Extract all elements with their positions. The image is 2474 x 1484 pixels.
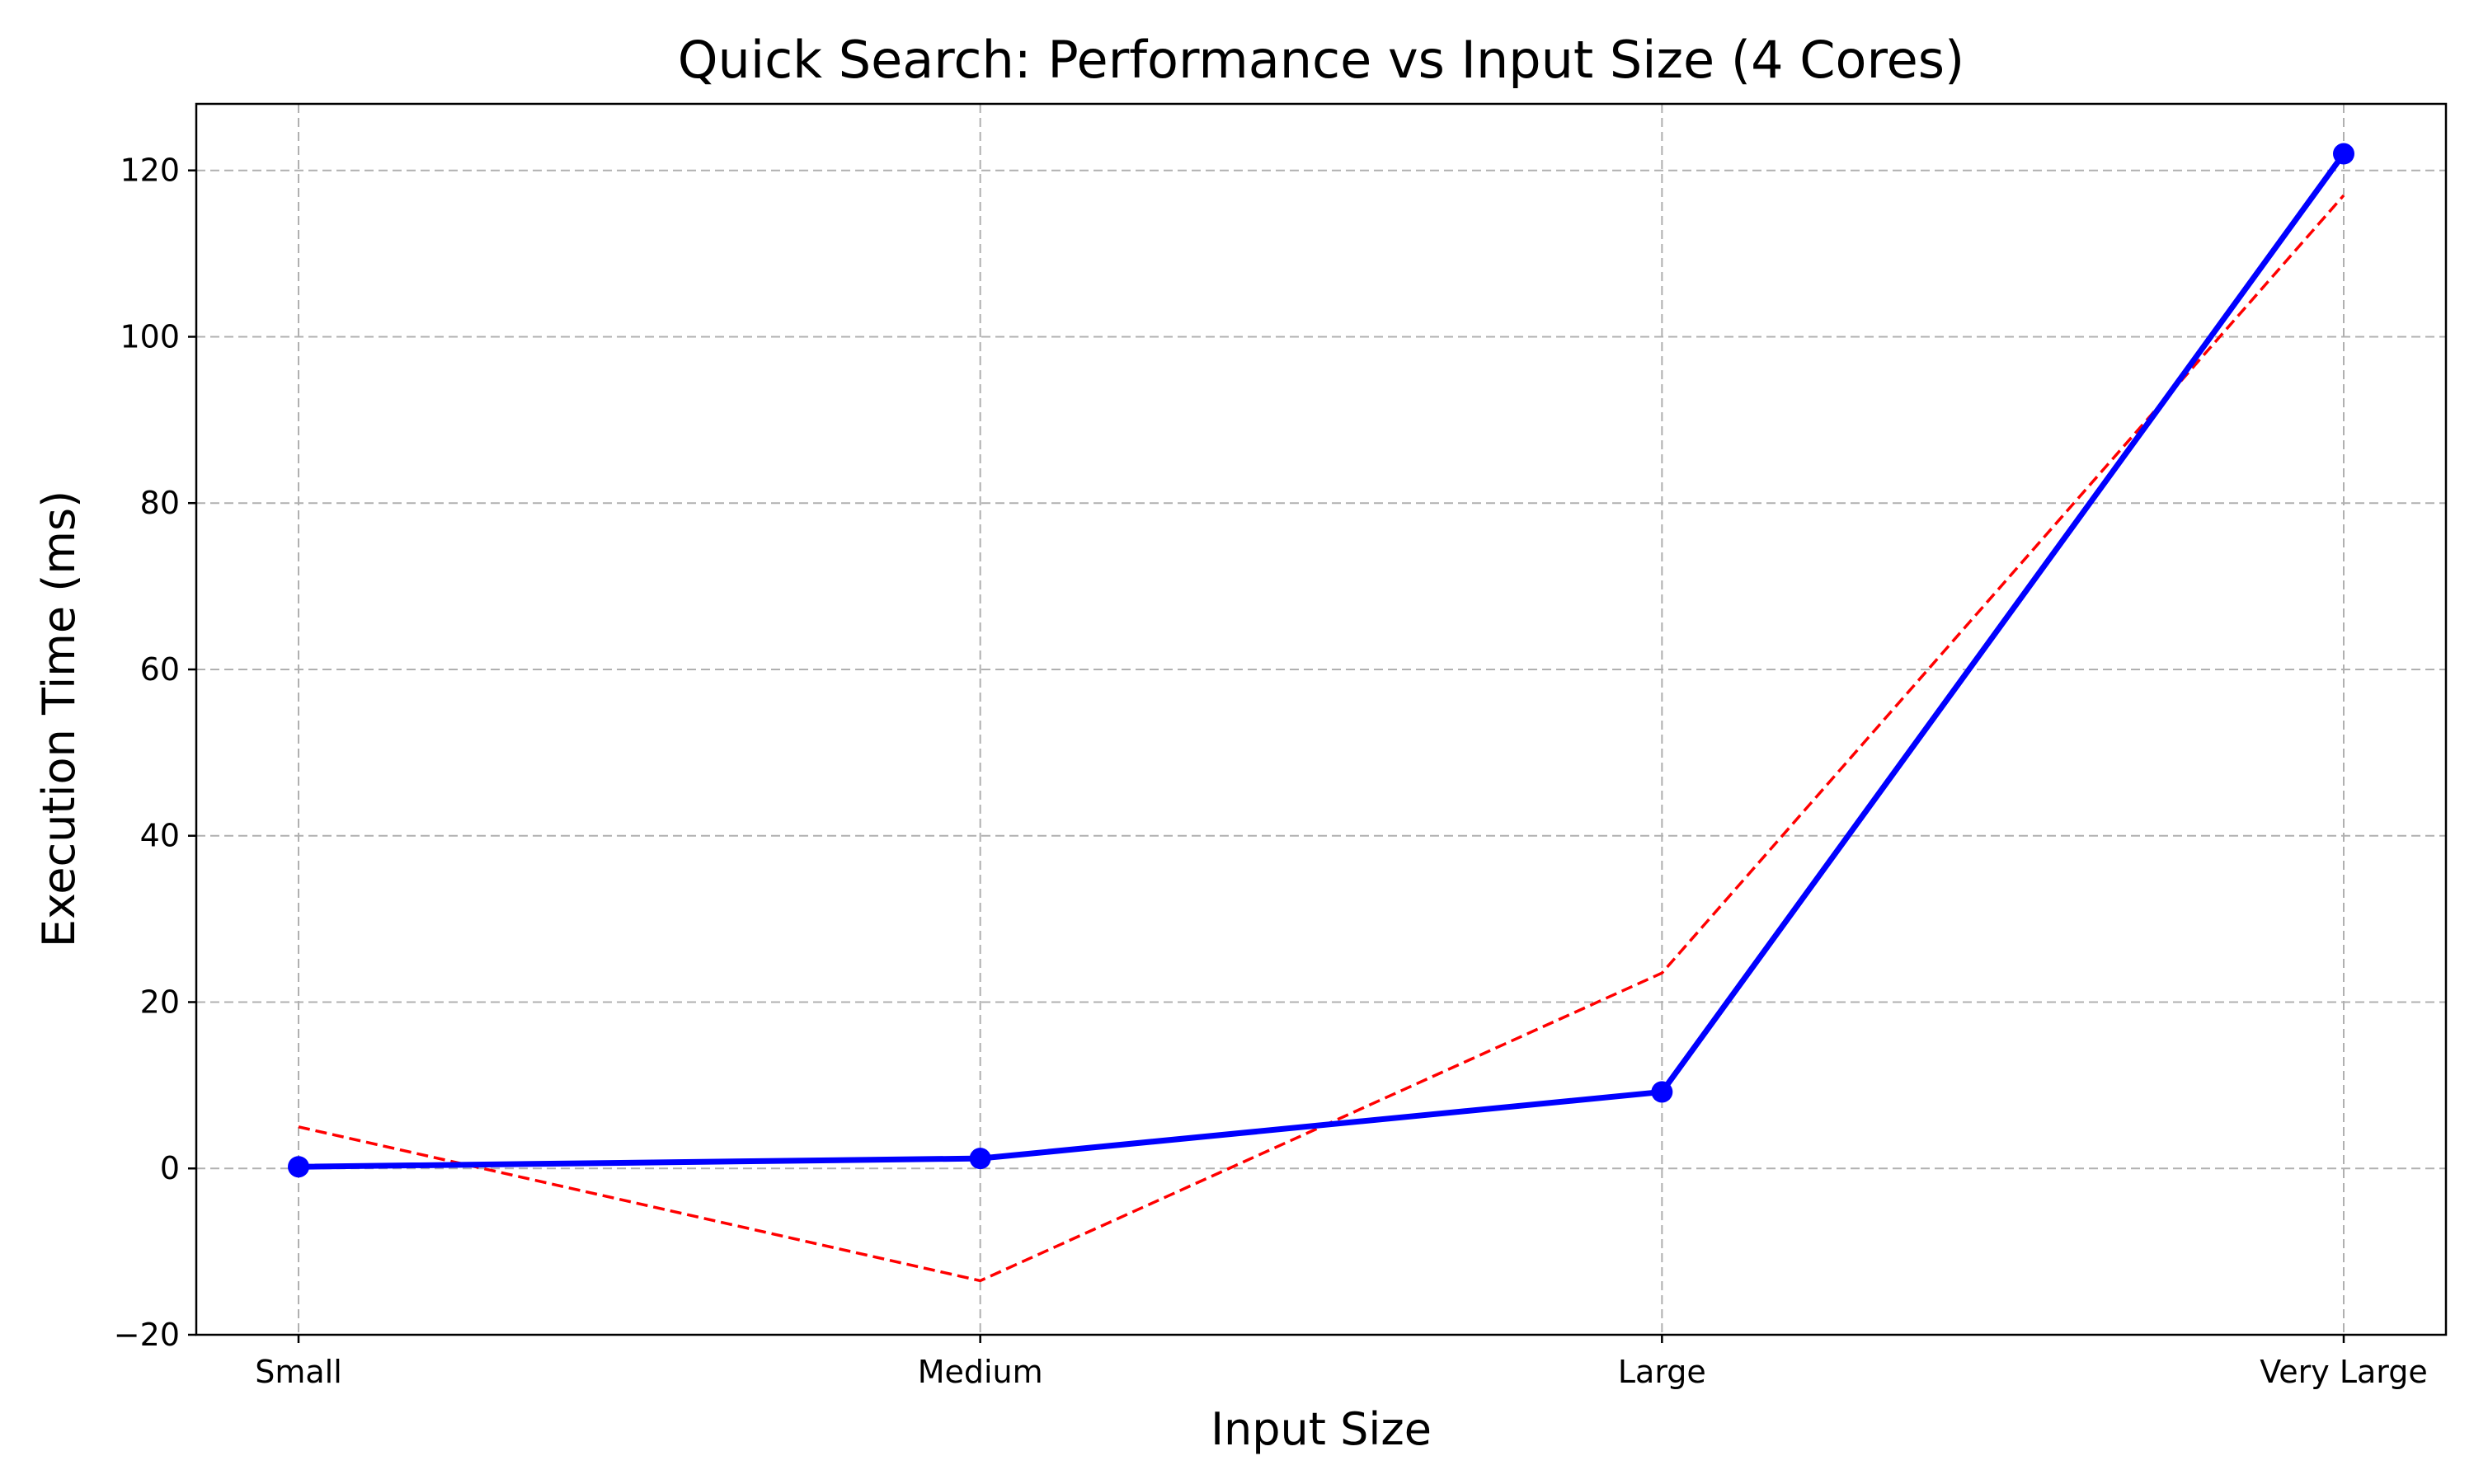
y-tick-label: 20: [140, 984, 180, 1020]
y-tick-label: 80: [140, 485, 180, 521]
x-tick-label: Large: [1618, 1354, 1706, 1390]
x-tick-label: Medium: [918, 1354, 1043, 1390]
x-axis-label: Input Size: [1211, 1403, 1432, 1455]
dashed-series-line: [298, 194, 2345, 1283]
series-layer: [288, 143, 2354, 1283]
y-tick-layer: −20 0 20 40 60 80 100 120: [114, 153, 196, 1353]
y-tick-label: 0: [160, 1150, 180, 1186]
y-axis-label: Execution Time (ms): [33, 491, 85, 947]
plot-area-frame: [195, 102, 2448, 1336]
y-tick-label: 40: [140, 818, 180, 854]
data-point-marker: [969, 1148, 991, 1170]
solid-series-line: [298, 152, 2346, 1170]
x-tick-label: Small: [255, 1354, 342, 1390]
grid-lines: [196, 104, 2446, 1336]
y-tick-label: 100: [120, 318, 180, 355]
data-point-marker: [1651, 1081, 1673, 1103]
x-tick-layer: Small Medium Large Very Large: [255, 1335, 2428, 1390]
chart-title: Quick Search: Performance vs Input Size …: [678, 30, 1964, 90]
x-tick-label: Very Large: [2260, 1354, 2428, 1390]
data-point-marker: [288, 1156, 309, 1178]
y-tick-label: 120: [120, 153, 180, 189]
data-point-marker: [2333, 143, 2354, 165]
y-tick-label: −20: [114, 1317, 180, 1353]
y-tick-label: 60: [140, 651, 180, 688]
